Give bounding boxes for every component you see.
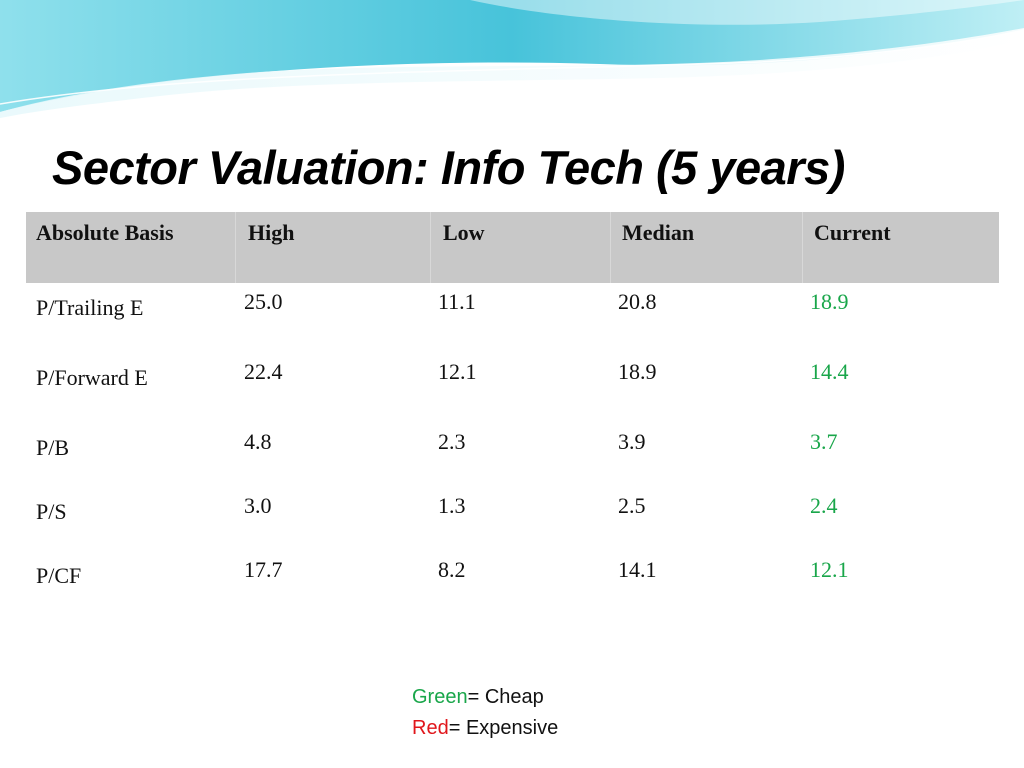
table-row: P/CF 17.7 8.2 14.1 12.1 [26, 553, 999, 619]
current-value: 14.4 [810, 359, 849, 384]
high-value: 3.0 [244, 493, 272, 518]
median-value: 20.8 [618, 289, 657, 314]
table-header-row: Absolute Basis High Low Median Current [26, 212, 999, 283]
high-value: 17.7 [244, 557, 283, 582]
row-label: P/B [36, 435, 70, 460]
current-value: 18.9 [810, 289, 849, 314]
high-value: 4.8 [244, 429, 272, 454]
table-row: P/S 3.0 1.3 2.5 2.4 [26, 489, 999, 555]
table-row: P/Trailing E 25.0 11.1 20.8 18.9 [26, 285, 999, 351]
header-current: Current [802, 212, 999, 283]
valuation-table: Absolute Basis High Low Median Current P… [26, 212, 999, 619]
legend-cheap: Green= Cheap [412, 682, 558, 713]
low-value: 8.2 [438, 557, 466, 582]
low-value: 11.1 [438, 289, 476, 314]
row-label: P/CF [36, 563, 82, 588]
legend-cheap-text: = Cheap [467, 686, 544, 708]
median-value: 3.9 [618, 429, 646, 454]
table-row: P/Forward E 22.4 12.1 18.9 14.4 [26, 355, 999, 421]
median-value: 18.9 [618, 359, 657, 384]
legend-expensive: Red= Expensive [412, 713, 558, 744]
legend-red-word: Red [412, 717, 449, 739]
header-median: Median [610, 212, 802, 283]
median-value: 2.5 [618, 493, 646, 518]
low-value: 12.1 [438, 359, 477, 384]
header-high: High [235, 212, 430, 283]
header-wave-decoration [0, 0, 1024, 118]
current-value: 3.7 [810, 429, 838, 454]
high-value: 25.0 [244, 289, 283, 314]
legend-green-word: Green [412, 686, 468, 708]
slide-title: Sector Valuation: Info Tech (5 years) [52, 141, 845, 194]
current-value: 2.4 [810, 493, 838, 518]
row-label: P/S [36, 499, 67, 524]
high-value: 22.4 [244, 359, 283, 384]
low-value: 1.3 [438, 493, 466, 518]
median-value: 14.1 [618, 557, 657, 582]
color-legend: Green= Cheap Red= Expensive [412, 682, 558, 744]
row-label: P/Trailing E [36, 295, 144, 320]
legend-expensive-text: = Expensive [448, 717, 559, 739]
row-label: P/Forward E [36, 365, 148, 390]
header-low: Low [430, 212, 610, 283]
header-absolute-basis: Absolute Basis [36, 220, 174, 245]
table-row: P/B 4.8 2.3 3.9 3.7 [26, 425, 999, 491]
low-value: 2.3 [438, 429, 466, 454]
current-value: 12.1 [810, 557, 849, 582]
